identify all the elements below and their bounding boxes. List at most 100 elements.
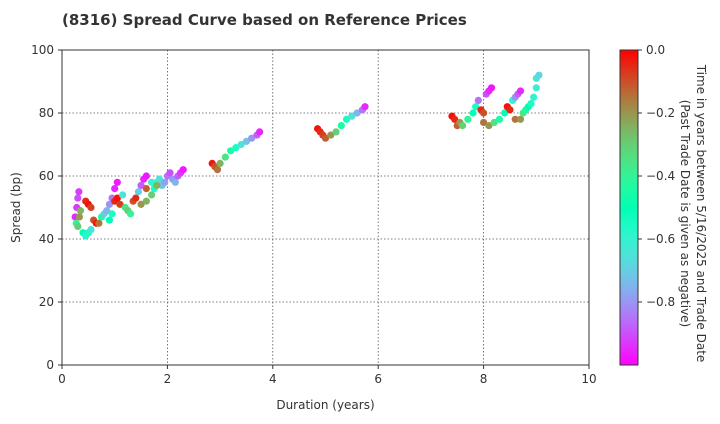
scatter-point — [527, 99, 535, 108]
scatter-point — [103, 207, 111, 215]
scatter-point — [464, 115, 472, 123]
scatter-point — [216, 159, 224, 167]
scatter-point — [153, 181, 161, 190]
scatter-point — [451, 115, 459, 123]
scatter-point — [105, 216, 114, 224]
scatter-point — [171, 178, 179, 186]
colorbar-tick-label: −0.2 — [646, 106, 675, 120]
scatter-point — [327, 131, 335, 139]
scatter-point — [108, 210, 116, 218]
scatter-point — [501, 109, 509, 117]
scatter-point — [147, 178, 156, 186]
scatter-point — [95, 219, 103, 227]
scatter-point — [113, 194, 121, 202]
scatter-point — [487, 84, 496, 92]
scatter-point — [179, 166, 187, 174]
scatter-point — [87, 203, 95, 212]
colorbar-label-line2: (Past Trade Date is given as negative) — [678, 100, 692, 328]
plot-frame — [61, 49, 590, 366]
scatter-point — [105, 200, 114, 208]
scatter-point — [530, 93, 538, 101]
scatter-point — [75, 188, 83, 196]
points-layer — [71, 71, 543, 240]
scatter-point — [161, 178, 169, 186]
scatter-point — [155, 175, 164, 183]
scatter-point — [142, 185, 150, 193]
scatter-point — [506, 106, 514, 114]
scatter-point — [458, 122, 467, 130]
scatter-point — [490, 118, 498, 127]
scatter-point — [532, 84, 540, 92]
scatter-point — [495, 115, 504, 123]
scatter-point — [113, 178, 121, 186]
scatter-point — [232, 144, 240, 152]
scatter-point — [469, 109, 477, 117]
scatter-point — [142, 197, 150, 205]
scatter-point — [119, 191, 127, 199]
scatter-point — [361, 103, 369, 111]
x-tick-label: 4 — [269, 372, 277, 386]
scatter-point — [337, 122, 345, 130]
scatter-point — [166, 169, 174, 177]
x-tick-label: 6 — [374, 372, 382, 386]
y-tick-label: 100 — [31, 43, 54, 57]
y-tick-label: 60 — [39, 169, 54, 183]
scatter-point — [111, 185, 119, 193]
scatter-point — [321, 134, 330, 142]
y-axis-label: Spread (bp) — [9, 172, 23, 243]
colorbar-ticks: 0.0 −0.2 −0.4 −0.6 −0.8 — [638, 43, 675, 309]
scatter-point — [332, 128, 340, 136]
colorbar — [619, 49, 639, 366]
x-axis-label: Duration (years) — [276, 398, 374, 412]
scatter-point — [353, 109, 361, 117]
scatter-point — [227, 147, 235, 155]
scatter-point — [485, 122, 493, 130]
scatter-point — [348, 112, 356, 120]
scatter-point — [237, 140, 245, 149]
scatter-point — [480, 109, 488, 117]
x-tick-label: 0 — [58, 372, 66, 386]
scatter-point — [213, 166, 222, 174]
y-tick-label: 20 — [39, 295, 54, 309]
scatter-point — [116, 200, 124, 208]
scatter-point — [147, 191, 156, 199]
scatter-point — [221, 153, 229, 161]
chart-title: (8316) Spread Curve based on Reference P… — [62, 11, 467, 29]
scatter-point — [137, 181, 145, 190]
colorbar-tick-label: −0.6 — [646, 232, 675, 246]
x-tick-label: 8 — [480, 372, 488, 386]
scatter-point — [134, 188, 143, 196]
x-tick-label: 2 — [164, 372, 172, 386]
y-tick-label: 40 — [39, 232, 54, 246]
colorbar-tick-label: 0.0 — [646, 43, 665, 57]
scatter-point — [511, 115, 519, 123]
scatter-point — [126, 210, 135, 218]
scatter-point — [516, 115, 525, 123]
scatter-point — [74, 222, 82, 230]
scatter-point — [75, 213, 83, 221]
x-tick-label: 10 — [581, 372, 596, 386]
scatter-point — [142, 172, 150, 180]
scatter-point — [248, 134, 256, 142]
colorbar-tick-label: −0.4 — [646, 169, 675, 183]
scatter-point — [74, 194, 82, 202]
scatter-point — [256, 128, 264, 136]
scatter-point — [137, 200, 145, 208]
scatter-point — [516, 87, 525, 95]
scatter-point — [480, 118, 488, 127]
scatter-point — [76, 207, 85, 215]
y-tick-label: 0 — [46, 358, 54, 372]
scatter-point — [472, 103, 480, 111]
y-tick-label: 80 — [39, 106, 54, 120]
scatter-point — [535, 71, 543, 79]
colorbar-tick-label: −0.8 — [646, 295, 675, 309]
scatter-point — [474, 96, 482, 104]
scatter-point — [242, 137, 251, 145]
colorbar-label-line1: Time in years between 5/16/2025 and Trad… — [694, 64, 708, 363]
scatter-point — [132, 194, 140, 202]
scatter-point — [342, 115, 351, 123]
scatter-point — [87, 225, 95, 234]
